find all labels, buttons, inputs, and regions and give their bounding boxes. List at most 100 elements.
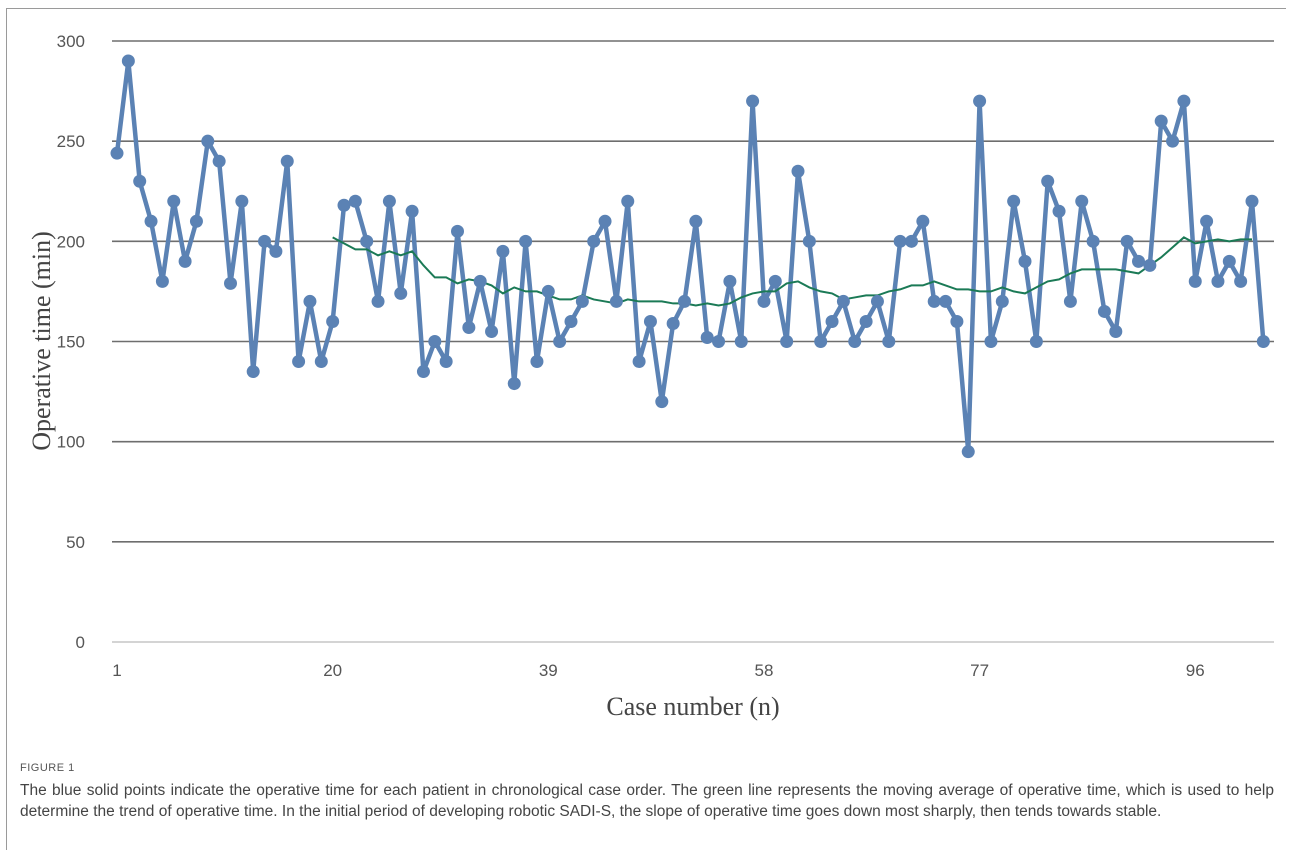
data-point-case-47 [632,355,646,369]
data-point-case-22 [348,194,362,208]
data-point-case-71 [905,234,918,248]
data-point-case-72 [916,214,930,228]
data-point-case-63 [814,335,828,348]
data-point-case-28 [416,365,430,379]
data-point-case-84 [1052,204,1066,218]
data-point-case-10 [212,154,226,168]
data-point-case-68 [870,294,884,308]
y-tick-200: 200 [57,232,85,251]
y-axis-title: Operative time (min) [27,231,56,450]
data-point-case-42 [575,294,589,308]
data-point-case-38 [530,355,544,369]
data-point-case-96 [1188,274,1202,288]
data-point-case-44 [598,214,612,228]
data-point-case-20 [326,314,340,328]
data-point-case-8 [189,214,203,228]
data-point-case-59 [768,274,782,288]
data-point-case-21 [337,198,351,212]
data-point-case-70 [893,234,907,248]
x-tick-1: 1 [112,661,121,680]
data-point-case-80 [1007,194,1021,208]
data-point-case-92 [1143,258,1157,272]
data-point-case-54 [712,335,726,348]
data-point-case-67 [859,314,873,328]
data-point-case-77 [973,94,987,108]
data-point-case-83 [1041,174,1055,188]
data-point-case-34 [485,324,499,338]
data-point-case-61 [791,164,805,178]
data-point-case-89 [1109,324,1123,338]
data-point-case-24 [371,294,385,308]
data-point-case-65 [836,294,850,308]
data-point-case-93 [1154,114,1168,128]
y-tick-300: 300 [57,32,85,51]
x-tick-39: 39 [539,661,558,680]
data-point-case-73 [927,294,941,308]
data-point-case-15 [269,244,283,258]
data-point-case-97 [1200,214,1214,228]
data-point-case-29 [428,335,442,348]
data-point-case-4 [144,214,158,228]
data-point-case-18 [303,294,317,308]
y-tick-50: 50 [66,533,85,552]
data-point-case-25 [382,194,396,208]
data-point-case-52 [689,214,703,228]
figure-caption: The blue solid points indicate the opera… [20,782,1274,820]
data-point-case-86 [1075,194,1089,208]
data-point-case-32 [462,320,476,334]
data-point-case-31 [451,224,464,238]
data-point-case-19 [314,355,328,369]
data-point-case-39 [541,284,555,298]
y-tick-100: 100 [57,433,85,452]
data-point-case-100 [1234,274,1248,288]
data-point-case-13 [246,365,260,379]
data-point-case-7 [178,254,192,268]
data-point-case-30 [439,355,453,369]
data-point-case-46 [621,194,635,208]
data-point-case-101 [1245,194,1259,208]
data-point-case-85 [1063,294,1077,308]
data-point-case-26 [394,286,408,300]
data-point-case-79 [995,294,1009,308]
data-point-case-99 [1222,254,1236,268]
x-axis-title: Case number (n) [606,692,779,721]
data-point-case-17 [292,355,306,369]
data-point-case-94 [1166,134,1180,148]
data-point-case-11 [224,276,237,290]
data-point-case-35 [496,244,510,258]
data-point-case-3 [133,174,147,188]
data-point-case-91 [1132,254,1145,268]
data-point-case-62 [802,234,816,248]
data-point-case-48 [643,314,657,328]
x-tick-20: 20 [323,661,342,680]
line-chart: 0 50 100 150 200 250 300 1 20 39 58 77 96 Operative… [27,32,1274,721]
data-point-case-9 [201,134,215,148]
data-point-case-78 [984,335,998,348]
data-point-case-49 [655,395,669,409]
data-point-case-33 [473,274,487,288]
y-tick-labels: 0 50 100 150 200 250 300 [57,32,85,652]
data-point-case-53 [700,330,714,344]
data-point-case-27 [405,204,419,218]
data-point-case-57 [746,94,760,108]
data-point-case-102 [1256,335,1270,348]
data-point-case-87 [1086,234,1100,248]
figure-label: FIGURE 1 [20,762,75,774]
data-point-case-74 [939,294,953,308]
data-point-case-58 [757,294,771,308]
data-point-case-82 [1029,335,1043,348]
operative-time-line [114,58,1266,454]
data-point-case-14 [258,234,272,248]
gridlines [112,40,1274,643]
data-point-case-81 [1018,254,1032,268]
data-point-case-55 [723,274,737,288]
data-point-case-88 [1097,304,1111,318]
data-point-case-23 [360,234,374,248]
data-point-case-69 [882,335,896,348]
data-point-case-95 [1177,94,1191,108]
figure-frame [6,8,1286,850]
data-point-case-51 [678,294,691,308]
data-point-case-64 [825,314,839,328]
data-point-case-98 [1211,274,1225,288]
y-tick-250: 250 [57,132,85,151]
